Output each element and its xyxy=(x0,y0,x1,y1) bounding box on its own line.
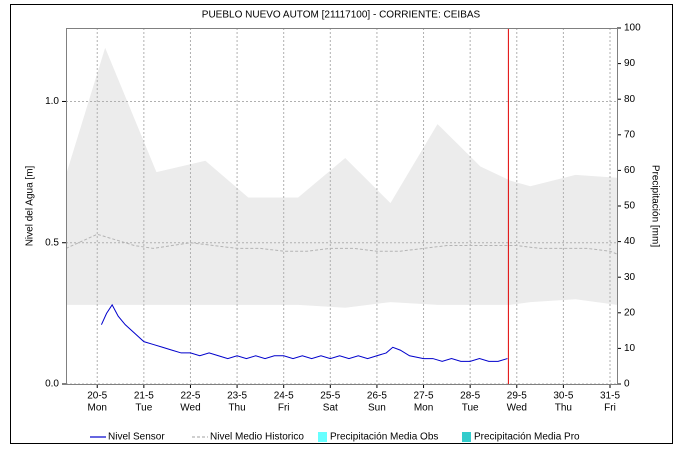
x-tick-weekday: Sun xyxy=(368,403,386,414)
x-tick-label: 26-5 xyxy=(367,391,387,402)
y2-tick-label: 60 xyxy=(624,165,636,176)
y2-tick-label: 0 xyxy=(624,379,630,390)
x-tick-label: 28-5 xyxy=(460,391,480,402)
legend-label: Precipitación Media Pro xyxy=(474,432,580,443)
series-line xyxy=(100,303,508,362)
x-tick-weekday: Mon xyxy=(88,403,107,414)
x-tick-weekday: Fri xyxy=(278,403,290,414)
y2-tick-label: 10 xyxy=(624,343,636,354)
y2-tick-label: 40 xyxy=(624,236,636,247)
x-tick-weekday: Wed xyxy=(507,403,527,414)
y2-tick-label: 90 xyxy=(624,58,636,69)
plot-frame xyxy=(66,28,618,385)
y-tick-label: 0.5 xyxy=(45,237,59,248)
y-tick-label: 0.0 xyxy=(45,379,59,390)
x-tick-label: 30-5 xyxy=(553,391,573,402)
y2-tick-label: 30 xyxy=(624,272,636,283)
x-tick-label: 22-5 xyxy=(180,391,200,402)
legend-label: Precipitación Media Obs xyxy=(330,432,438,443)
y2-tick-label: 100 xyxy=(624,23,641,34)
legend-swatch xyxy=(318,432,327,442)
y2-tick-label: 20 xyxy=(624,307,636,318)
x-tick-label: 25-5 xyxy=(320,391,340,402)
y2-tick-label: 70 xyxy=(624,129,636,140)
x-tick-label: 20-5 xyxy=(87,391,107,402)
x-tick-label: 24-5 xyxy=(274,391,294,402)
x-tick-label: 23-5 xyxy=(227,391,247,402)
x-tick-weekday: Sat xyxy=(323,403,338,414)
y2-tick-label: 80 xyxy=(624,94,636,105)
series-line xyxy=(65,233,618,255)
x-tick-label: 27-5 xyxy=(414,391,434,402)
legend-label: Nivel Sensor xyxy=(108,432,165,443)
x-tick-weekday: Thu xyxy=(555,403,572,414)
chart-title: PUEBLO NUEVO AUTOM [21117100] - CORRIENT… xyxy=(202,10,481,21)
x-tick-weekday: Wed xyxy=(180,403,200,414)
x-tick-weekday: Fri xyxy=(604,403,616,414)
x-tick-label: 31-5 xyxy=(600,391,620,402)
legend-swatch xyxy=(462,432,471,442)
x-tick-weekday: Tue xyxy=(135,403,152,414)
x-tick-label: 29-5 xyxy=(507,391,527,402)
legend-label: Nivel Medio Historico xyxy=(210,432,304,443)
y2-axis-label: Precipitación [mm] xyxy=(649,165,660,247)
y2-tick-label: 50 xyxy=(624,201,636,212)
x-tick-label: 21-5 xyxy=(134,391,154,402)
x-tick-weekday: Mon xyxy=(414,403,433,414)
x-tick-weekday: Thu xyxy=(228,403,245,414)
y-tick-label: 1.0 xyxy=(45,96,59,107)
x-tick-weekday: Tue xyxy=(462,403,479,414)
y-axis-label: Nivel del Agua [m] xyxy=(25,165,36,246)
